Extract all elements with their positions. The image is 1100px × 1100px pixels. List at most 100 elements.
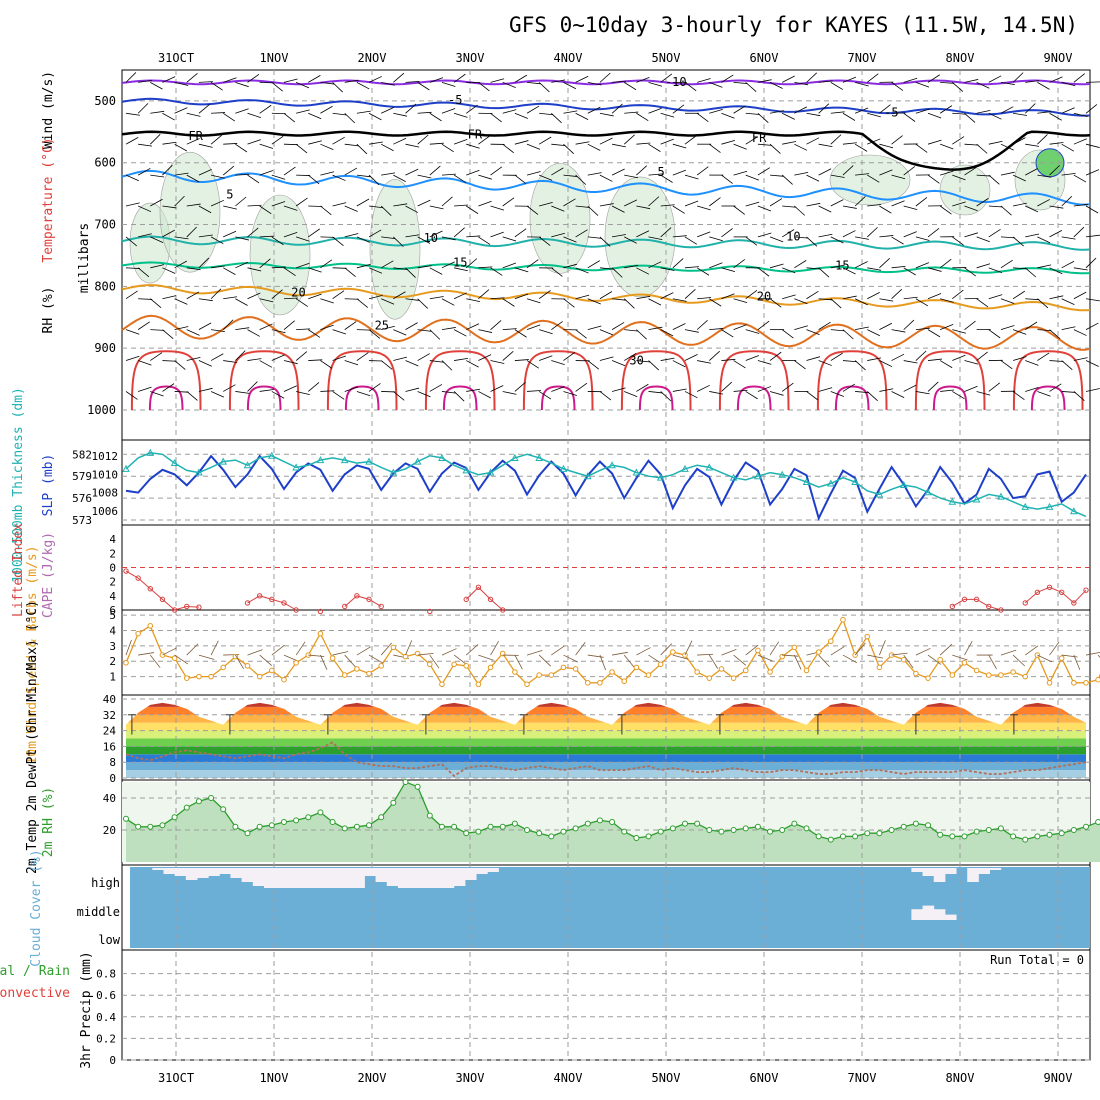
rh-point xyxy=(1022,836,1029,843)
wind-barb xyxy=(308,293,322,300)
wind-barb xyxy=(1085,205,1099,214)
wind-barb xyxy=(976,298,989,308)
wind-barb xyxy=(1025,233,1040,238)
cloud-high-gap xyxy=(297,868,310,888)
wind-barb xyxy=(624,174,639,179)
wind-barb xyxy=(672,104,685,114)
rh-point xyxy=(536,830,543,837)
wind-barb xyxy=(757,267,770,277)
wind-barb xyxy=(818,360,832,366)
cloud-high-gap xyxy=(275,868,287,888)
wind-barb xyxy=(599,356,614,361)
wind-barb xyxy=(952,174,966,181)
wind-barb xyxy=(660,391,672,402)
wind-barb xyxy=(223,360,238,363)
wind-barb xyxy=(757,360,772,365)
ylabel-slp-thickness: 1000-500mb Thickness (dm) SLP (mb) xyxy=(11,387,56,583)
wind-barb xyxy=(332,355,346,361)
wind-barb xyxy=(429,360,444,363)
rh-point xyxy=(329,819,336,825)
rh-point xyxy=(767,828,774,835)
rh-point xyxy=(366,822,373,829)
rh-shade xyxy=(829,154,911,206)
wind-barb xyxy=(672,205,685,214)
temp-band xyxy=(126,722,1086,731)
wind-barb xyxy=(964,143,979,146)
ytick-wind: 1 xyxy=(109,671,116,684)
wind-barb xyxy=(575,267,589,274)
wind10m-barb xyxy=(1085,651,1100,656)
wind-barb xyxy=(137,205,152,213)
wind-barb xyxy=(502,109,517,114)
wind-barb xyxy=(368,205,383,209)
wind-barb xyxy=(599,267,614,270)
wind-barb xyxy=(806,137,820,145)
ylabel-millibars: millibars xyxy=(77,223,92,293)
wind-barb xyxy=(198,298,213,302)
wind-barb xyxy=(308,382,320,392)
wind-barb xyxy=(551,79,566,83)
thickness-marker xyxy=(219,457,228,465)
wind-barb xyxy=(235,327,250,331)
wind-barb xyxy=(283,231,298,238)
wind-barb xyxy=(563,174,578,177)
wind-point xyxy=(706,675,713,681)
wind-point xyxy=(256,673,263,680)
rh-point xyxy=(317,809,324,816)
wind-barb xyxy=(660,174,673,183)
wind-barb xyxy=(441,81,456,87)
rh-point xyxy=(997,825,1004,832)
thickness-marker xyxy=(438,453,446,461)
li-point xyxy=(317,608,324,615)
rh-point xyxy=(839,833,846,840)
wind-barb xyxy=(441,108,456,114)
wind-barb xyxy=(125,355,140,361)
wind-barb xyxy=(794,143,808,151)
wind-barb xyxy=(684,391,698,399)
wind-point xyxy=(183,675,190,681)
wind-barb xyxy=(867,174,880,183)
rh-shade xyxy=(604,176,676,298)
li-point xyxy=(998,607,1004,613)
wind-barb xyxy=(781,174,793,185)
rh-point xyxy=(390,799,397,806)
wind10m-barb xyxy=(708,654,719,669)
wind-barb xyxy=(308,359,323,361)
wind-barb xyxy=(733,324,747,331)
wind-barb xyxy=(344,167,358,176)
wind-barb xyxy=(976,236,990,243)
wind-barb xyxy=(429,329,441,340)
wind-barb xyxy=(296,236,310,242)
wind-barb xyxy=(818,103,830,114)
wind-barb xyxy=(757,205,772,212)
wind-barb xyxy=(842,165,854,176)
wind-barb xyxy=(138,298,153,300)
wind-barb xyxy=(356,198,370,207)
wind-barb xyxy=(405,322,418,330)
ytick-wind: 5 xyxy=(109,609,116,622)
li-point xyxy=(244,600,251,606)
rh-point xyxy=(147,823,154,830)
wind-barb xyxy=(1073,391,1085,401)
wind10m-barb xyxy=(320,654,328,670)
wind-barb xyxy=(612,298,627,301)
wind-barb xyxy=(1085,143,1100,148)
wind-barb xyxy=(648,236,663,240)
wind-barb xyxy=(611,103,623,114)
wind-barb xyxy=(782,294,796,300)
wind-barb xyxy=(575,141,590,145)
wind-barb xyxy=(162,295,177,300)
cloud-high-gap xyxy=(308,868,321,888)
wind-barb xyxy=(223,205,237,210)
ytick-rh: 40 xyxy=(103,792,116,805)
wind-barb xyxy=(927,267,942,272)
wind-barb xyxy=(842,360,857,363)
wind-barb xyxy=(1037,199,1050,207)
wind-barb xyxy=(429,296,444,300)
wind10m-barb xyxy=(538,654,551,667)
wind-barb xyxy=(490,360,505,364)
wind-barb xyxy=(830,352,843,361)
wind-barb xyxy=(320,171,335,176)
wind-barb xyxy=(526,360,539,369)
wind-barb xyxy=(453,391,465,402)
